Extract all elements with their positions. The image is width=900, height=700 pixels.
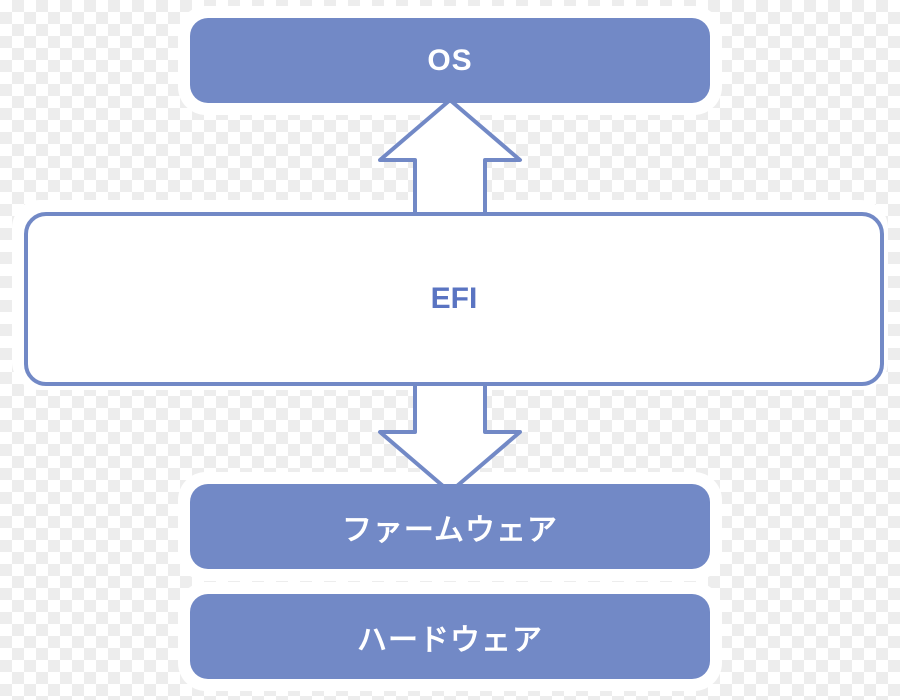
efi-label: EFI [431,282,478,316]
efi-layer-box: EFI [24,212,884,386]
os-layer-box: OS [190,18,710,103]
firmware-label: ファームウェア [342,505,558,549]
hardware-layer-box: ハードウェア [190,594,710,679]
hardware-label: ハードウェア [357,615,543,659]
firmware-layer-box: ファームウェア [190,484,710,569]
os-label: OS [427,44,472,78]
diagram-canvas: OS EFI ファームウェア ハードウェア [0,0,900,700]
